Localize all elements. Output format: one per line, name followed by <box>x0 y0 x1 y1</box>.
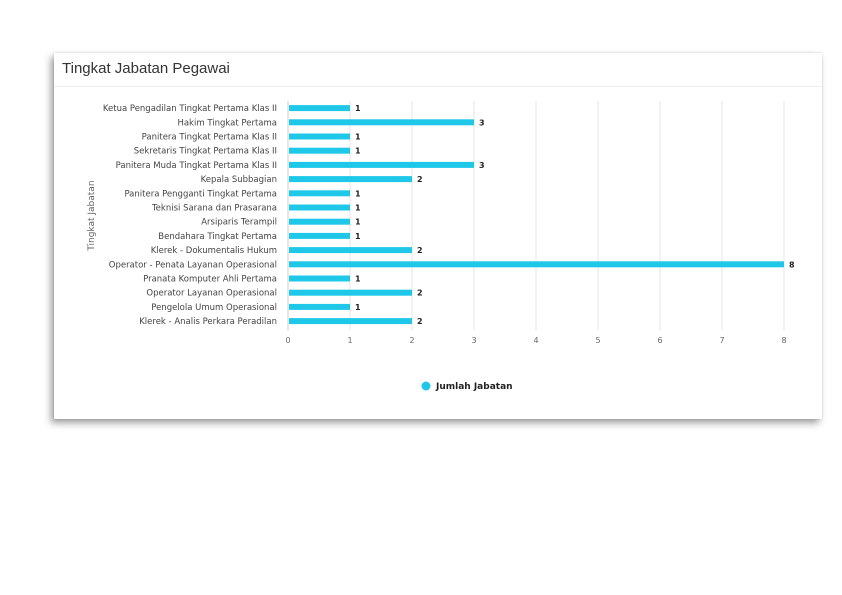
data-label: 1 <box>355 204 361 213</box>
bar <box>289 232 350 239</box>
x-tick-label: 5 <box>595 336 600 345</box>
bar <box>289 289 412 296</box>
y-axis-title: Tingkat Jabatan <box>87 180 97 251</box>
x-tick-label: 3 <box>471 336 476 345</box>
title-divider <box>54 86 822 87</box>
data-label: 3 <box>479 118 485 127</box>
category-label: Klerek - Dokumentalis Hukum <box>151 246 277 256</box>
category-label: Operator Layanan Operasional <box>146 289 277 299</box>
category-label: Pengelola Umum Operasional <box>151 303 277 313</box>
data-label: 2 <box>417 246 423 255</box>
category-label: Pranata Komputer Ahli Pertama <box>143 275 277 285</box>
category-label: Klerek - Analis Perkara Peradilan <box>139 317 277 327</box>
bar <box>289 275 350 282</box>
category-label: Hakim Tingkat Pertama <box>177 118 277 128</box>
x-tick-label: 7 <box>719 336 724 345</box>
bar <box>289 318 412 325</box>
x-tick-label: 2 <box>409 336 414 345</box>
category-label: Panitera Pengganti Tingkat Pertama <box>124 189 277 199</box>
bar <box>289 303 350 310</box>
bar <box>289 105 350 112</box>
data-label: 1 <box>355 232 361 241</box>
bar <box>289 147 350 154</box>
data-label: 1 <box>355 133 361 142</box>
bar <box>289 176 412 183</box>
x-tick-label: 6 <box>657 336 662 345</box>
legend-marker <box>421 381 431 391</box>
card-title: Tingkat Jabatan Pegawai <box>62 60 230 77</box>
x-tick-label: 4 <box>533 336 538 345</box>
chart-card: Tingkat Jabatan Pegawai 0 1 2 3 4 5 6 7 8 Ketua P… <box>54 53 822 419</box>
category-label: Teknisi Sarana dan Prasarana <box>151 204 277 214</box>
bar-chart: 0 1 2 3 4 5 6 7 8 Ketua Pengadilan Tingkat Pertam… <box>87 101 795 392</box>
data-label: 1 <box>355 218 361 227</box>
data-label: 1 <box>355 104 361 113</box>
bar <box>289 218 350 225</box>
x-tick-label: 8 <box>781 336 786 345</box>
bar <box>289 161 474 168</box>
category-label: Ketua Pengadilan Tingkat Pertama Klas II <box>103 104 277 114</box>
category-label: Kepala Subbagian <box>201 175 277 185</box>
bar <box>289 133 350 140</box>
category-label: Operator - Penata Layanan Operasional <box>109 260 277 270</box>
data-label: 1 <box>355 189 361 198</box>
bar <box>289 204 350 211</box>
data-label: 1 <box>355 275 361 284</box>
category-label: Panitera Muda Tingkat Pertama Klas II <box>116 161 277 171</box>
data-label: 2 <box>417 175 423 184</box>
bar <box>289 119 474 126</box>
bar <box>289 261 784 268</box>
category-label: Arsiparis Terampil <box>201 218 277 228</box>
data-label: 2 <box>417 289 423 298</box>
data-label: 1 <box>355 147 361 156</box>
category-label: Sekretaris Tingkat Pertama Klas II <box>134 147 277 157</box>
data-label: 1 <box>355 303 361 312</box>
category-label: Panitera Tingkat Pertama Klas II <box>142 133 277 143</box>
x-tick-label: 0 <box>285 336 290 345</box>
bar <box>289 247 412 254</box>
data-label: 2 <box>417 317 423 326</box>
data-label: 8 <box>789 260 795 269</box>
x-tick-label: 1 <box>347 336 352 345</box>
data-label: 3 <box>479 161 485 170</box>
bar <box>289 190 350 197</box>
legend-label: Jumlah Jabatan <box>435 382 513 392</box>
category-label: Bendahara Tingkat Pertama <box>158 232 277 242</box>
